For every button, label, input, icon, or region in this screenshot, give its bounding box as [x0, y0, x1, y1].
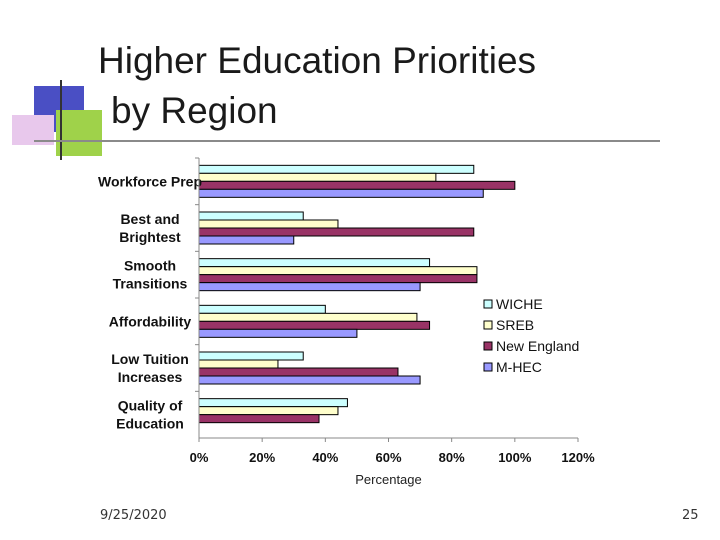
bar-sreb [198, 266, 478, 276]
bar-new-england [198, 367, 399, 377]
bar-m-hec [198, 328, 358, 338]
x-tick-label: 120% [561, 450, 595, 465]
bar-wiche [198, 398, 348, 408]
x-tick-label: 40% [312, 450, 338, 465]
bar-new-england [198, 227, 475, 237]
bar-sreb [198, 312, 418, 322]
bar-m-hec [198, 375, 421, 385]
slide-date: 9/25/2020 [100, 508, 167, 523]
bar-new-england [198, 414, 320, 424]
slide-page-number: 25 [682, 508, 699, 523]
legend-swatch [483, 341, 493, 351]
bar-m-hec [198, 188, 484, 198]
decor-green-square [56, 110, 102, 156]
category-label: Quality of [118, 398, 183, 414]
x-axis-label: Percentage [355, 472, 422, 487]
x-tick-label: 20% [249, 450, 275, 465]
legend-label: M-HEC [496, 359, 542, 375]
bar-new-england [198, 274, 478, 284]
bar-new-england [198, 320, 431, 330]
slide-title: Higher Education Priorities by Region [98, 36, 658, 136]
legend-label: WICHE [496, 296, 543, 312]
category-label: Low Tuition [111, 351, 189, 367]
x-tick-label: 100% [498, 450, 532, 465]
category-label: Workforce Prep [98, 173, 202, 189]
priorities-bar-chart: Workforce Prep Best and Brightest Smooth Tra… [98, 157, 595, 487]
slide-title-line2: by Region [111, 90, 278, 131]
bar-sreb [198, 219, 339, 229]
category-label: Smooth [124, 258, 176, 274]
bar-sreb [198, 172, 437, 182]
x-tick-label: 60% [375, 450, 401, 465]
bar-wiche [198, 211, 304, 221]
bar-wiche [198, 164, 475, 174]
category-label: Affordability [109, 313, 192, 329]
legend-label: New England [496, 338, 579, 354]
legend-label: SREB [496, 317, 534, 333]
category-label: Transitions [113, 276, 188, 292]
category-label: Education [116, 416, 184, 432]
category-label: Increases [118, 369, 183, 385]
bar-wiche [198, 351, 304, 361]
bar-wiche [198, 304, 326, 314]
decor-vertical-line [60, 80, 62, 160]
bar-wiche [198, 258, 431, 268]
legend-swatch [483, 320, 493, 330]
x-tick-label: 80% [439, 450, 465, 465]
bar-sreb [198, 359, 279, 369]
bar-m-hec [198, 235, 295, 245]
bar-new-england [198, 180, 516, 190]
slide-title-line1: Higher Education Priorities [98, 40, 537, 81]
x-tick-label: 0% [190, 450, 209, 465]
legend-swatch [483, 362, 493, 372]
bar-sreb [198, 406, 339, 416]
category-label: Brightest [119, 229, 181, 245]
legend-swatch [483, 299, 493, 309]
category-label: Best and [120, 211, 179, 227]
bar-m-hec [198, 282, 421, 292]
title-divider [34, 140, 660, 142]
